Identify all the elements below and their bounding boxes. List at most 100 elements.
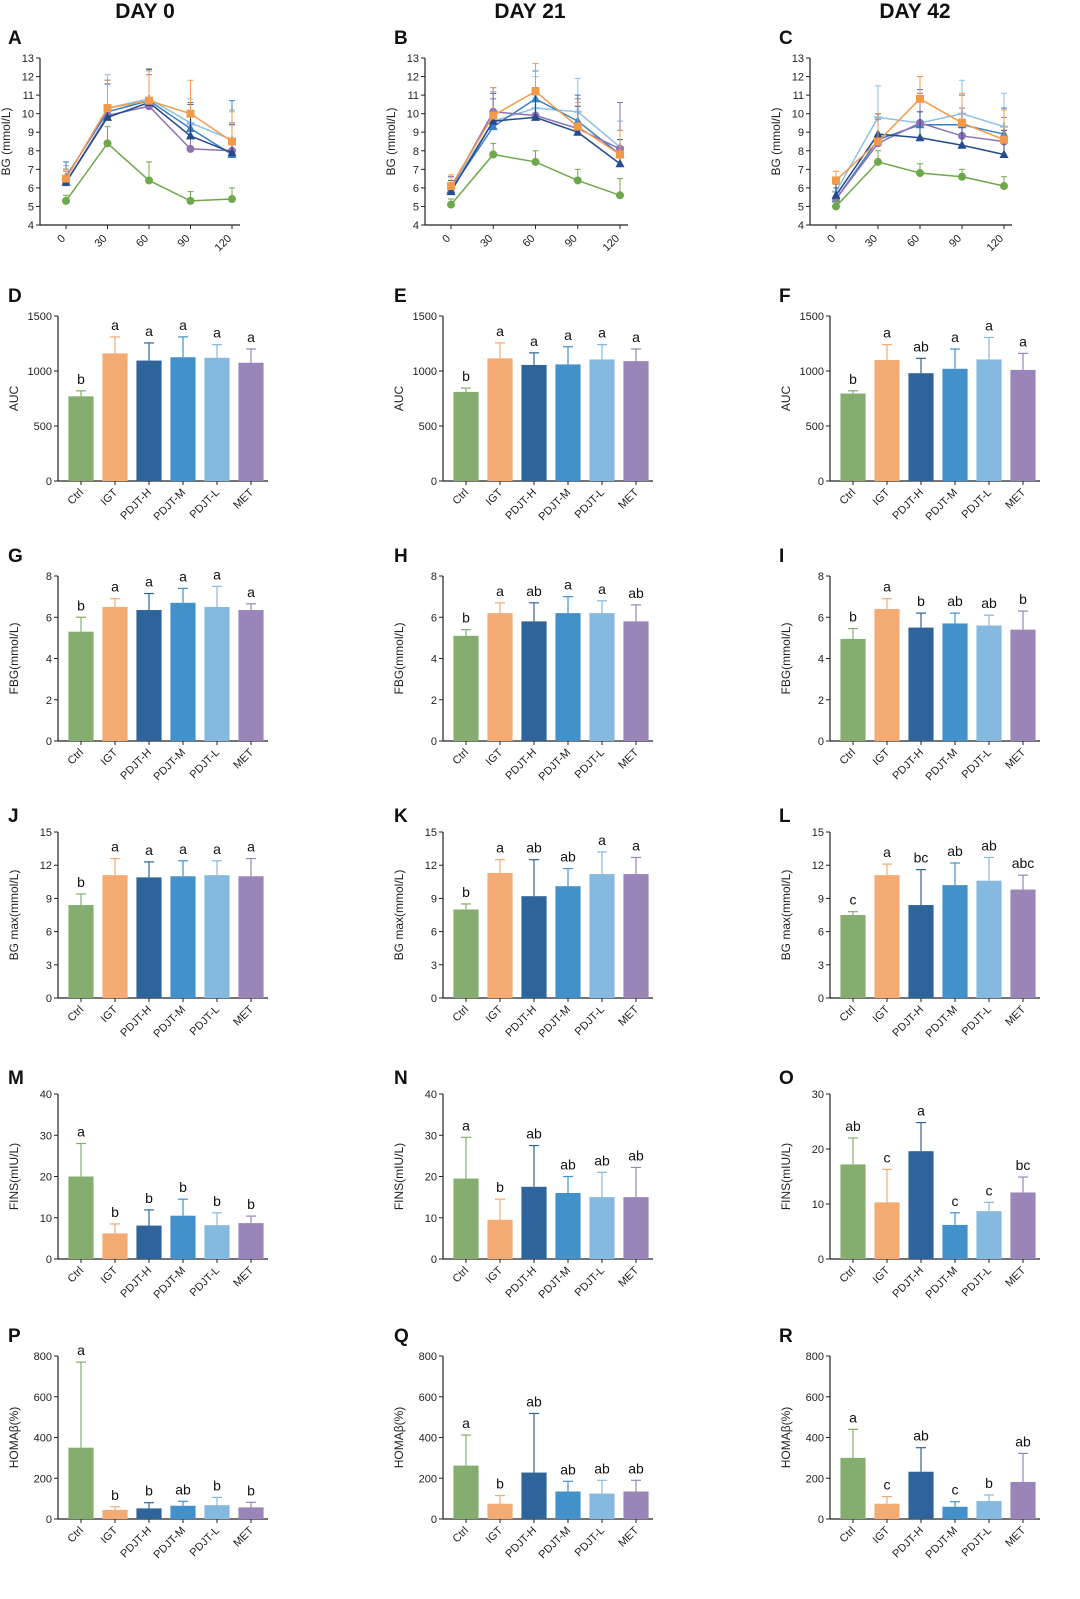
bar-pdjt-l [976, 1211, 1002, 1259]
bar-pdjt-h [908, 373, 934, 481]
y-tick-label: 10 [812, 1199, 824, 1211]
x-tick-label: PDJT-H [118, 1525, 154, 1561]
x-tick-label: PDJT-M [152, 1004, 189, 1041]
x-tick-label: PDJT-L [960, 1004, 994, 1038]
x-tick-label: PDJT-H [503, 1265, 539, 1301]
bar-pdjt-m [555, 1491, 581, 1519]
bar-pdjt-h [908, 627, 934, 741]
data-point [1000, 182, 1008, 191]
y-tick-label: 9 [431, 893, 437, 905]
significance-label: ab [560, 1461, 576, 1477]
x-tick-label: PDJT-H [118, 487, 154, 523]
significance-label: ab [981, 595, 997, 611]
day-42-title: DAY 42 [879, 0, 951, 23]
y-tick-label: 2 [431, 695, 437, 707]
significance-label: ab [947, 843, 963, 859]
significance-label: b [462, 610, 470, 626]
y-tick-label: 6 [28, 183, 34, 195]
x-tick-label: 60 [905, 233, 922, 250]
y-tick-label: 800 [806, 1351, 824, 1363]
y-axis-label: HOMAβ(%) [7, 1407, 21, 1469]
x-tick-label: PDJT-M [537, 1004, 574, 1041]
x-tick-label: IGT [484, 1264, 506, 1286]
bar-pdjt-m [170, 1215, 196, 1259]
significance-label: ab [981, 837, 997, 853]
bar-pdjt-h [136, 1508, 162, 1519]
data-point [831, 190, 841, 199]
bar-pdjt-h [521, 1186, 547, 1259]
panel-letter-o: O [779, 1068, 794, 1089]
bar-met [623, 361, 649, 481]
x-tick-label: PDJT-L [573, 1265, 607, 1299]
significance-label: ab [560, 849, 576, 865]
x-tick-label: IGT [871, 1003, 893, 1025]
data-point [103, 112, 112, 121]
y-tick-label: 7 [413, 164, 419, 176]
y-tick-label: 400 [34, 1433, 52, 1445]
y-tick-label: 9 [46, 893, 52, 905]
bar-met [623, 874, 649, 998]
bar-met [238, 1507, 264, 1519]
y-tick-label: 13 [792, 53, 804, 65]
bar-igt [874, 360, 900, 481]
data-point [615, 158, 625, 168]
panel-letter-n: N [394, 1068, 408, 1089]
series-pdjt-h [831, 111, 1009, 199]
y-tick-label: 30 [40, 1130, 52, 1142]
x-tick-label: PDJT-H [118, 1265, 154, 1301]
significance-label: a [111, 579, 119, 595]
bar-met [623, 621, 649, 741]
significance-label: b [77, 371, 85, 387]
panel-letter-c: C [779, 28, 793, 49]
x-tick-label: IGT [99, 746, 121, 768]
y-tick-label: 9 [413, 127, 419, 139]
significance-label: b [247, 1482, 255, 1498]
significance-label: ab [526, 840, 542, 856]
x-tick-label: IGT [871, 1524, 893, 1546]
y-tick-label: 500 [34, 421, 52, 433]
significance-label: c [986, 1182, 993, 1198]
bar-pdjt-l [976, 625, 1002, 741]
y-tick-label: 0 [46, 476, 52, 488]
y-tick-label: 500 [806, 421, 824, 433]
bar-pdjt-m [555, 613, 581, 741]
y-tick-label: 0 [431, 476, 437, 488]
y-tick-label: 6 [798, 183, 804, 195]
y-axis-label: BG max(mmol/L) [7, 870, 21, 961]
panel-letter-f: F [779, 286, 791, 307]
bar-pdjt-l [204, 1505, 230, 1519]
bar-pdjt-l [589, 1197, 615, 1259]
x-tick-label: PDJT-H [890, 1525, 926, 1561]
data-point [488, 116, 498, 125]
bar-pdjt-m [170, 357, 196, 481]
x-tick-label: Ctrl [838, 1004, 859, 1025]
bar-igt [102, 1509, 128, 1519]
x-tick-label: IGT [484, 486, 506, 508]
x-tick-label: Ctrl [66, 1525, 87, 1546]
x-tick-label: Ctrl [838, 487, 859, 508]
significance-label: a [632, 329, 640, 345]
x-tick-label: IGT [99, 1003, 121, 1025]
y-axis-label: BG max(mmol/L) [779, 870, 793, 961]
y-tick-label: 6 [46, 927, 52, 939]
significance-label: a [598, 581, 606, 597]
data-point [186, 130, 195, 140]
series-igt [832, 76, 1008, 185]
bar-pdjt-m [170, 876, 196, 998]
significance-label: abc [1012, 855, 1035, 871]
data-point [531, 87, 540, 96]
significance-label: a [145, 323, 153, 339]
y-tick-label: 6 [413, 183, 419, 195]
significance-label: ab [1015, 1433, 1031, 1449]
data-point [103, 139, 112, 148]
y-tick-label: 9 [798, 127, 804, 139]
bar-met [1010, 629, 1036, 741]
bar-pdjt-m [942, 623, 968, 741]
x-tick-label: 60 [134, 233, 151, 250]
y-tick-label: 30 [812, 1089, 824, 1101]
significance-label: b [247, 1196, 255, 1212]
y-tick-label: 8 [28, 146, 34, 158]
y-axis-label: HOMAβ(%) [779, 1407, 793, 1469]
